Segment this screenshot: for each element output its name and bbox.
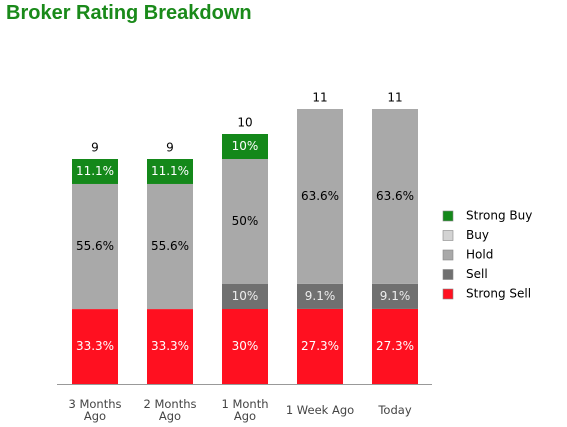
- total-label: 10: [237, 116, 252, 130]
- bar-segment: [222, 284, 268, 309]
- legend-swatch: [442, 230, 454, 241]
- data-label: 55.6%: [76, 239, 114, 253]
- bar-segment: [147, 159, 193, 184]
- data-label: 9.1%: [380, 289, 411, 303]
- legend-label: Sell: [466, 267, 488, 281]
- bar-segment: [72, 159, 118, 184]
- bar-segment: [72, 309, 118, 384]
- data-label: 30%: [232, 339, 259, 353]
- bar-segment: [297, 283, 343, 309]
- bar-segment: [222, 309, 268, 384]
- data-label: 9.1%: [305, 289, 336, 303]
- x-tick-label: 1 Month Ago: [221, 397, 269, 423]
- chart-title: Broker Rating Breakdown: [6, 2, 252, 24]
- data-label: 27.3%: [376, 339, 414, 353]
- bar-segment: [372, 283, 418, 309]
- total-label: 9: [166, 141, 174, 155]
- bar-segment: [372, 109, 418, 284]
- bar-segment: [72, 183, 118, 310]
- data-label: 33.3%: [151, 339, 189, 353]
- data-label: 55.6%: [151, 239, 189, 253]
- data-label: 10%: [232, 289, 259, 303]
- legend-label: Strong Buy: [466, 209, 532, 223]
- data-label: 33.3%: [76, 339, 114, 353]
- bar-segment: [222, 134, 268, 159]
- legend-swatch: [442, 210, 454, 222]
- x-tick-label: 1 Week Ago: [285, 403, 355, 417]
- data-label: 50%: [232, 214, 259, 228]
- bar-segment: [222, 159, 268, 284]
- data-label: 10%: [232, 139, 259, 153]
- x-tick-label: 2 Months Ago: [143, 397, 197, 423]
- legend-label: Hold: [466, 248, 493, 262]
- legend-swatch: [442, 269, 454, 280]
- bar-segment: [372, 308, 418, 384]
- legend-swatch: [442, 288, 454, 300]
- bar-segment: [147, 309, 193, 384]
- total-label: 9: [91, 141, 99, 155]
- data-label: 11.1%: [151, 164, 189, 178]
- legend-label: Buy: [466, 228, 489, 242]
- legend-label: Strong Sell: [466, 287, 531, 301]
- bar-segment: [297, 109, 343, 284]
- legend-swatch: [442, 249, 454, 261]
- bar-segment: [147, 183, 193, 310]
- total-label: 11: [387, 91, 402, 105]
- data-label: 27.3%: [301, 339, 339, 353]
- data-label: 63.6%: [301, 189, 339, 203]
- data-label: 63.6%: [376, 189, 414, 203]
- x-tick-label: Today: [378, 403, 412, 417]
- bar-segment: [297, 308, 343, 384]
- x-tick-label: 3 Months Ago: [68, 397, 122, 423]
- total-label: 11: [312, 91, 327, 105]
- data-label: 11.1%: [76, 164, 114, 178]
